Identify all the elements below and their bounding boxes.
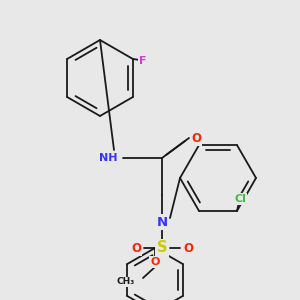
Text: O: O: [183, 242, 193, 254]
Text: O: O: [131, 242, 141, 254]
Text: N: N: [156, 215, 168, 229]
Text: CH₃: CH₃: [117, 278, 135, 286]
Text: F: F: [139, 56, 147, 66]
Text: NH: NH: [99, 153, 117, 163]
Text: O: O: [191, 131, 201, 145]
Text: Cl: Cl: [234, 194, 246, 204]
Text: O: O: [150, 257, 160, 267]
Text: S: S: [157, 241, 167, 256]
